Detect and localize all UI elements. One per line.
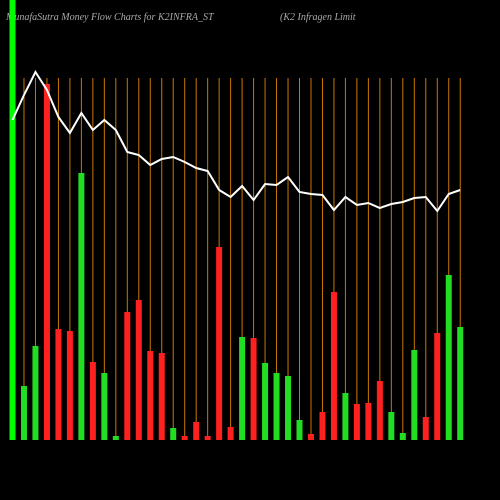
bar: [227, 427, 234, 440]
bar: [66, 331, 73, 440]
bar: [353, 404, 360, 440]
bar: [342, 393, 349, 440]
bar: [399, 433, 406, 440]
bar: [411, 350, 418, 440]
bar: [181, 436, 188, 440]
bar: [296, 420, 303, 440]
bar: [262, 363, 269, 440]
bar: [319, 412, 326, 440]
bar: [112, 436, 119, 440]
bar: [135, 300, 142, 440]
bar: [307, 434, 314, 440]
bar: [204, 436, 211, 440]
bar: [55, 329, 62, 440]
bar: [170, 428, 177, 440]
bar: [285, 376, 292, 440]
bar: [365, 403, 372, 440]
bar: [9, 0, 16, 440]
bar: [32, 346, 39, 440]
bar: [43, 84, 50, 440]
bar: [158, 353, 165, 440]
bar: [388, 412, 395, 440]
bar: [147, 351, 154, 440]
chart-subtitle: (K2 Infragen Limit: [280, 12, 356, 23]
bar: [78, 173, 85, 440]
bar: [376, 381, 383, 440]
bar: [89, 362, 96, 440]
bar: [20, 386, 27, 440]
bar: [434, 333, 441, 440]
bar: [422, 417, 429, 440]
bar: [216, 247, 223, 440]
bar: [330, 292, 337, 440]
bar: [445, 275, 452, 440]
money-flow-line: [11, 69, 461, 213]
bar: [250, 338, 257, 440]
chart-title: MunafaSutra Money Flow Charts for K2INFR…: [5, 12, 215, 23]
bar: [101, 373, 108, 440]
bar: [457, 327, 464, 440]
bar: [124, 312, 131, 440]
bar: [193, 422, 200, 440]
bar: [239, 337, 246, 440]
bar: [273, 373, 280, 440]
